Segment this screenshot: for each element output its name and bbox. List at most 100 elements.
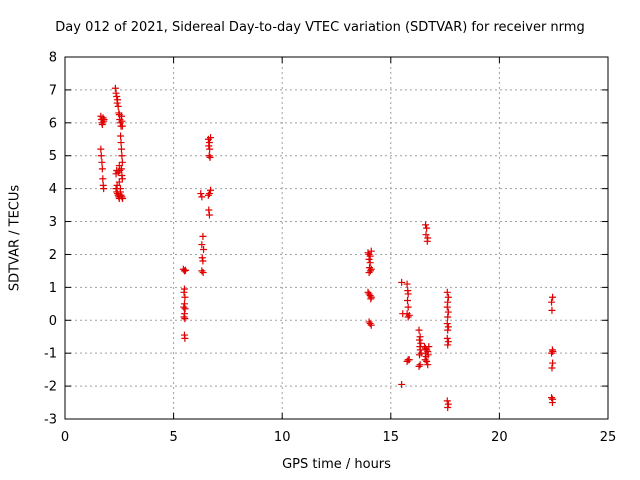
data-point: [113, 92, 121, 100]
data-point: [199, 269, 207, 277]
y-tick-label: 2: [49, 248, 57, 263]
y-tick-label: -3: [44, 413, 57, 428]
data-point: [205, 142, 213, 150]
data-point: [415, 326, 423, 334]
y-tick-label: 7: [49, 83, 57, 98]
data-point: [181, 305, 189, 313]
data-point: [205, 152, 213, 160]
x-axis-label: GPS time / hours: [282, 457, 391, 472]
data-point: [366, 267, 374, 275]
x-tick-label: 0: [61, 430, 69, 445]
y-tick-label: 5: [49, 149, 57, 164]
data-point: [444, 323, 452, 331]
data-point: [424, 361, 432, 369]
data-point: [180, 303, 188, 311]
data-point: [117, 145, 125, 153]
data-point: [113, 181, 121, 189]
data-point: [404, 303, 412, 311]
data-point: [444, 338, 452, 346]
data-point: [423, 357, 431, 365]
data-point: [416, 333, 424, 341]
data-point: [99, 175, 107, 183]
data-point: [404, 297, 412, 305]
data-point: [199, 232, 207, 240]
data-point: [113, 167, 121, 175]
data-point: [405, 311, 413, 319]
data-point: [112, 89, 120, 97]
data-point: [415, 336, 423, 344]
x-tick-label: 5: [169, 430, 177, 445]
data-point: [549, 348, 557, 356]
data-point: [398, 380, 406, 388]
data-point: [117, 191, 125, 199]
data-point: [548, 399, 556, 407]
data-point: [405, 356, 413, 364]
data-point: [444, 403, 452, 411]
data-point: [118, 152, 126, 160]
data-point: [100, 185, 108, 193]
data-point: [117, 139, 125, 147]
data-point: [205, 211, 213, 219]
data-point: [549, 293, 557, 301]
data-point: [206, 145, 214, 153]
data-point: [207, 186, 215, 194]
x-tick-label: 25: [600, 430, 617, 445]
data-point: [99, 114, 107, 122]
data-point: [207, 134, 215, 142]
y-tick-label: 4: [49, 182, 57, 197]
data-point: [425, 343, 433, 351]
data-point: [204, 191, 212, 199]
y-tick-label: 8: [49, 51, 57, 66]
data-point: [415, 362, 423, 370]
data-point: [366, 320, 374, 328]
data-point: [424, 351, 432, 359]
data-point: [180, 300, 188, 308]
data-point: [444, 293, 452, 301]
data-point: [116, 185, 124, 193]
data-point: [198, 267, 206, 275]
data-point: [181, 293, 189, 301]
data-point: [367, 295, 375, 303]
data-point: [97, 152, 105, 160]
data-point: [199, 257, 207, 265]
data-point: [367, 321, 375, 329]
data-point: [443, 397, 451, 405]
data-point: [200, 246, 208, 254]
x-tick-label: 15: [383, 430, 400, 445]
y-tick-label: -1: [44, 347, 57, 362]
data-point: [549, 359, 557, 367]
data-point: [443, 303, 451, 311]
data-point: [181, 315, 189, 323]
data-point: [197, 190, 205, 198]
data-point: [548, 364, 556, 372]
y-tick-label: 6: [49, 116, 57, 131]
data-point: [443, 320, 451, 328]
data-points: [97, 84, 557, 411]
data-point: [367, 265, 375, 273]
data-point: [548, 298, 556, 306]
data-point: [443, 288, 451, 296]
data-point: [118, 158, 126, 166]
data-point: [404, 313, 412, 321]
data-point: [98, 120, 106, 128]
data-point: [421, 356, 429, 364]
data-point: [365, 255, 373, 263]
data-point: [180, 267, 188, 275]
data-point: [98, 158, 106, 166]
data-point: [548, 394, 556, 402]
data-point: [180, 313, 188, 321]
data-point: [182, 266, 190, 274]
data-point: [114, 96, 122, 104]
data-point: [112, 170, 120, 178]
y-tick-label: -2: [44, 380, 57, 395]
data-point: [111, 84, 119, 92]
data-point: [117, 165, 125, 173]
data-point: [443, 334, 451, 342]
data-point: [118, 122, 126, 130]
data-point: [198, 193, 206, 201]
data-point: [415, 351, 423, 359]
data-point: [398, 278, 406, 286]
chart-title: Day 012 of 2021, Sidereal Day-to-day VTE…: [55, 20, 585, 35]
data-point: [118, 175, 126, 183]
